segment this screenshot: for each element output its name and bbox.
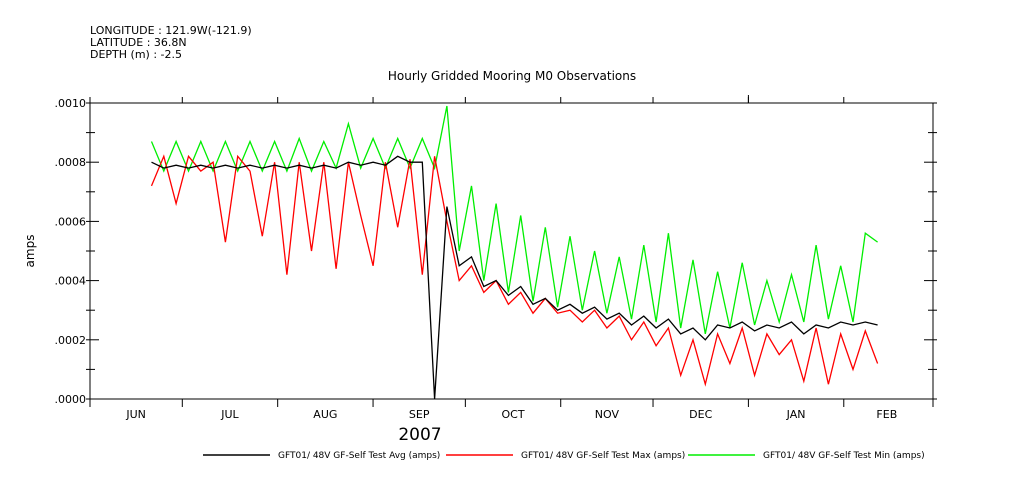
x-axis-year-label: 2007 xyxy=(398,425,441,445)
x-tick-label: AUG xyxy=(313,408,337,421)
x-tick-label: JAN xyxy=(786,408,806,421)
legend-label-1: GFT01/ 48V GF-Self Test Max (amps) xyxy=(521,451,685,461)
legend: GFT01/ 48V GF-Self Test Avg (amps) GFT01/… xyxy=(203,451,925,461)
depth-label: DEPTH (m) : -2.5 xyxy=(90,48,183,61)
chart-title: Hourly Gridded Mooring M0 Observations xyxy=(388,69,636,83)
y-tick-label: .0002 xyxy=(55,334,87,347)
legend-label-2: GFT01/ 48V GF-Self Test Min (amps) xyxy=(763,451,925,461)
y-tick-label: .0006 xyxy=(55,215,87,228)
x-tick-label: JUN xyxy=(125,408,146,421)
series-group xyxy=(150,105,879,400)
longitude-label: LONGITUDE : 121.9W(-121.9) xyxy=(90,24,252,37)
x-tick-label: OCT xyxy=(502,408,525,421)
series-line-2 xyxy=(151,155,878,400)
x-tick-label: NOV xyxy=(595,408,620,421)
y-tick-label: .0010 xyxy=(55,97,87,110)
latitude-label: LATITUDE : 36.8N xyxy=(90,36,187,49)
x-tick-label: SEP xyxy=(409,408,430,421)
header-info: LONGITUDE : 121.9W(-121.9) LATITUDE : 36… xyxy=(90,25,252,61)
y-tick-label: .0000 xyxy=(55,393,87,406)
x-tick-label: DEC xyxy=(689,408,712,421)
axes: .0000 .0002 .0004 .0006 .0008 .0010 JUN JUL AUG S… xyxy=(55,95,937,421)
y-tick-label: .0004 xyxy=(55,275,87,288)
series-line-1 xyxy=(150,154,879,387)
y-tick-label: .0008 xyxy=(55,156,87,169)
x-tick-label: JUL xyxy=(220,408,239,421)
series-line-0 xyxy=(150,105,878,335)
x-tick-label: FEB xyxy=(876,408,897,421)
plot-frame xyxy=(89,102,934,400)
legend-label-0: GFT01/ 48V GF-Self Test Avg (amps) xyxy=(278,451,440,461)
y-axis-label: amps xyxy=(23,235,37,268)
